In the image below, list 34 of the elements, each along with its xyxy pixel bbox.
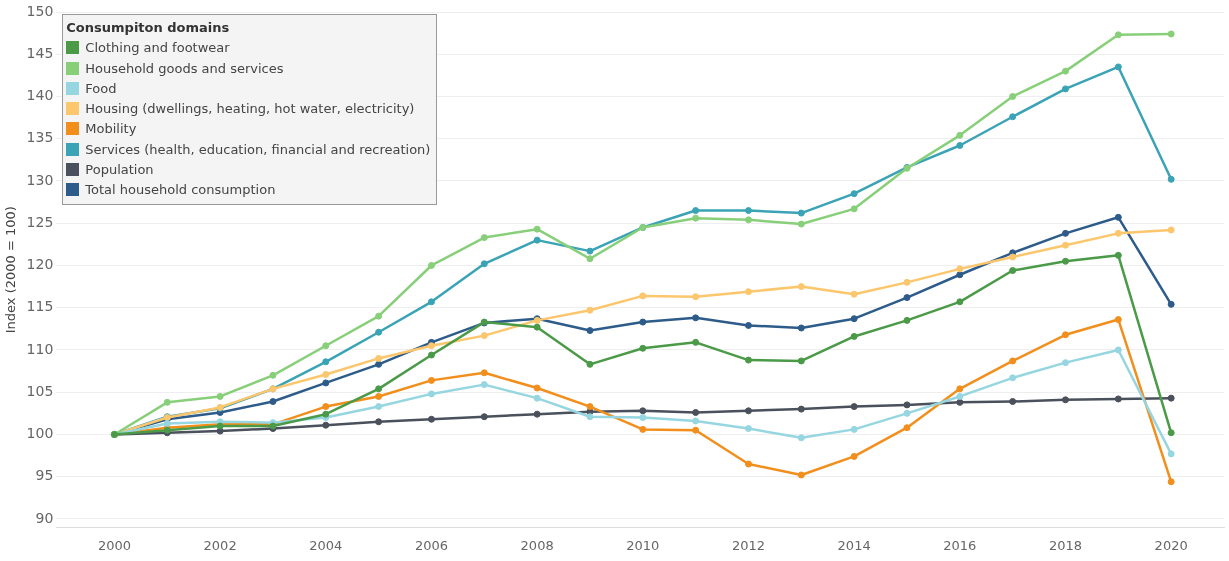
legend-label: Mobility [85,121,137,137]
legend-label: Food [85,80,117,96]
x-tick-label: 2020 [1154,537,1188,553]
x-tick-label: 2012 [731,537,766,553]
y-tick-label: 90 [35,509,54,526]
legend-label: Clothing and footwear [85,40,230,56]
y-tick-label: 110 [26,340,54,357]
y-tick-label: 130 [26,171,54,188]
y-tick-label: 95 [35,467,54,484]
legend-label: Household goods and services [85,60,284,76]
x-tick-label: 2014 [837,537,871,553]
x-tick-label: 2000 [97,537,131,553]
y-tick-label: 150 [26,2,54,19]
y-tick-label: 100 [26,425,54,442]
y-tick-label: 120 [26,256,54,273]
x-tick-label: 2008 [520,537,554,553]
y-tick-label: 145 [26,44,54,61]
legend-title: Consumpiton domains [66,19,231,37]
x-tick-label: 2016 [943,537,977,553]
y-tick-label: 105 [26,382,54,399]
y-axis-title: Index (2000 = 100) [3,206,19,334]
y-tick-label: 125 [26,213,54,230]
y-tick-label: 140 [26,87,54,104]
legend-label: Population [85,162,154,178]
legend-label: Housing (dwellings, heating, hot water, electricity) [85,101,415,117]
x-tick-label: 2010 [626,537,660,553]
x-tick-label: 2006 [414,537,449,553]
y-tick-label: 135 [26,129,54,146]
y-tick-label: 115 [26,298,54,315]
x-tick-label: 2004 [309,537,343,553]
legend-label: Services (health, education, financial and recreation) [85,141,431,157]
x-tick-label: 2002 [203,537,237,553]
legend-label: Total household consumption [85,182,276,198]
x-tick-label: 2018 [1048,537,1083,553]
